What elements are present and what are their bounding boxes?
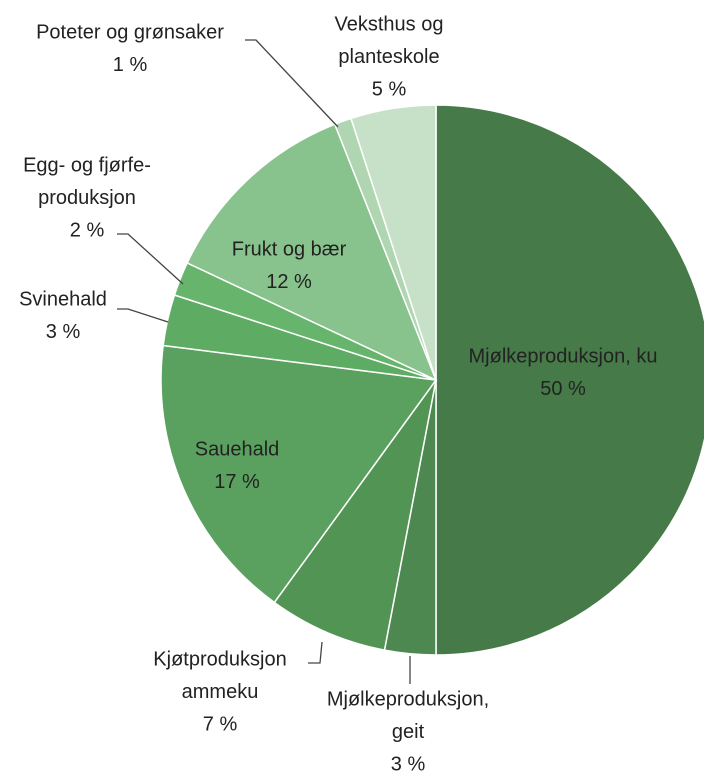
slice-label: Mjølkeproduksjon,	[327, 688, 489, 710]
value-label: 5 %	[372, 78, 407, 100]
leader-line	[117, 233, 184, 285]
slice-label: Veksthus og	[335, 13, 444, 35]
value-label: 12 %	[266, 271, 312, 293]
pie-slice	[350, 104, 437, 381]
pie-slice	[435, 104, 704, 656]
leader-line	[117, 308, 169, 323]
slice-label: ammeku	[182, 681, 259, 703]
leader-line	[245, 39, 339, 128]
slice-label: produksjon	[38, 187, 136, 209]
value-label: 2 %	[70, 219, 105, 241]
slice-label: Egg- og fjørfe-	[23, 154, 151, 176]
value-label: 3 %	[391, 753, 426, 775]
value-label: 1 %	[113, 54, 148, 76]
leader-line	[308, 641, 323, 664]
value-label: 50 %	[540, 378, 586, 400]
slice-label: planteskole	[338, 46, 439, 68]
value-label: 17 %	[214, 471, 260, 493]
pie-slice	[273, 379, 437, 652]
value-label: 3 %	[46, 321, 81, 343]
pie	[160, 104, 704, 656]
pie-slice	[186, 123, 438, 382]
slice-label: Mjølkeproduksjon, ku	[469, 345, 658, 367]
slice-label: Svinehald	[19, 288, 107, 310]
slice-label: Poteter og grønsaker	[36, 21, 224, 43]
slice-label: Frukt og bær	[232, 238, 347, 260]
slice-label: geit	[392, 721, 425, 743]
slice-label: Kjøtproduksjon	[153, 648, 286, 670]
pie-slice	[160, 344, 438, 604]
slice-label: Sauehald	[195, 438, 280, 460]
value-label: 7 %	[203, 713, 238, 735]
